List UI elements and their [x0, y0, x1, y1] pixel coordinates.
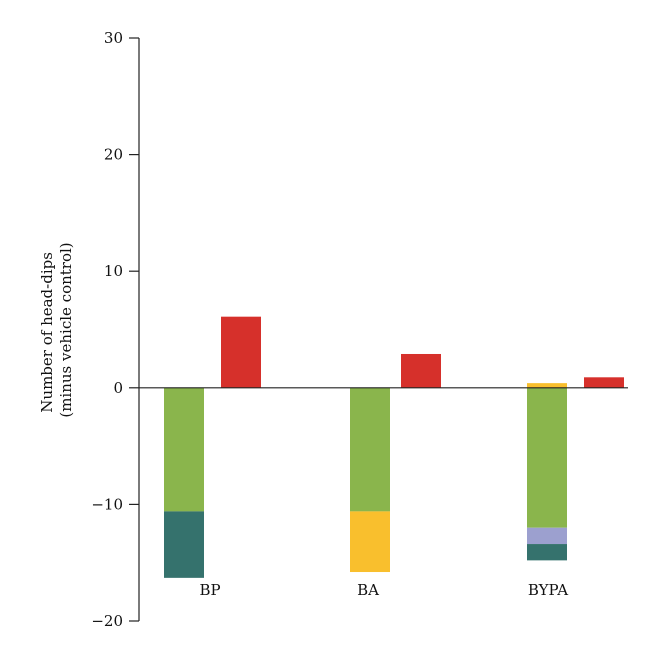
y-ticks: 30 20 10 0 −10 −20	[91, 29, 139, 630]
bar-segment-ba-left	[350, 387, 390, 512]
bar-segment-bypa-right	[584, 377, 624, 388]
category-label-bypa: BYPA	[528, 581, 568, 599]
y-axis-title-line-2: (minus vehicle control)	[57, 242, 75, 417]
bar-segment-bp-right	[221, 316, 261, 388]
y-tick-label: 20	[104, 146, 123, 164]
bar-segment-bp-left	[164, 511, 204, 578]
bar-segment-bp-left	[164, 387, 204, 512]
bar-segment-bypa-left	[527, 544, 567, 561]
category-label-bp: BP	[199, 581, 220, 599]
category-labels: BP BA BYPA	[199, 581, 568, 599]
y-tick-label: 30	[104, 29, 123, 47]
y-axis-title-line-1: Number of head-dips	[38, 252, 56, 413]
category-label-ba: BA	[357, 581, 379, 599]
y-tick-label: 0	[113, 379, 123, 397]
bar-segment-bypa-left	[527, 527, 567, 545]
bar-segment-bypa-left	[527, 387, 567, 528]
y-tick-label: 10	[104, 262, 123, 280]
y-tick-label: −20	[91, 612, 123, 630]
bar-segment-ba-left	[350, 511, 390, 573]
bar-segment-bypa-left	[527, 383, 567, 388]
bars	[164, 316, 624, 578]
bar-segment-ba-right	[401, 353, 441, 388]
y-tick-label: −10	[91, 495, 123, 513]
y-axis-title: Number of head-dips (minus vehicle contr…	[38, 242, 75, 417]
